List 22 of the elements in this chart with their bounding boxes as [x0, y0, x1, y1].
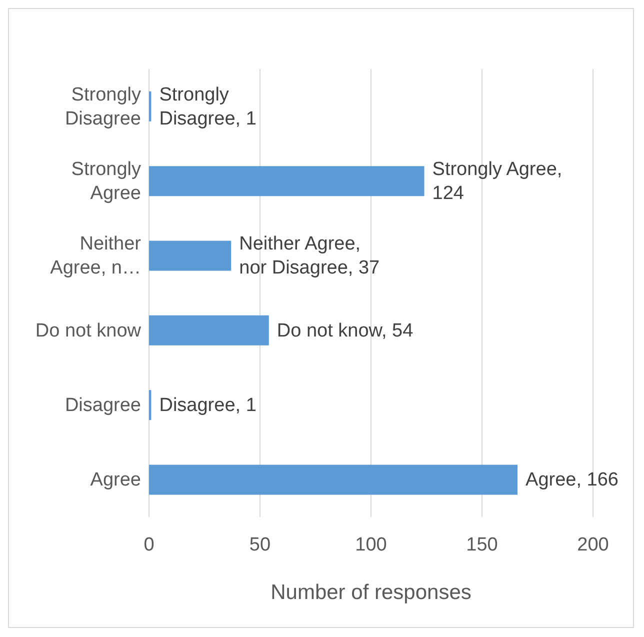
- y-tick-label: Disagree: [64, 394, 141, 416]
- x-tick-label: 200: [577, 534, 609, 556]
- y-tick-label: Do not know: [35, 320, 142, 341]
- y-tick-label: Strongly Disagree: [64, 84, 142, 129]
- data-label: Strongly Agree, 124: [432, 158, 562, 204]
- y-tick-label: Strongly Agree: [71, 158, 142, 204]
- x-tick-label: 0: [144, 534, 154, 556]
- bar: [149, 464, 518, 495]
- data-label: Disagree, 1: [159, 394, 256, 416]
- x-tick-label: 50: [249, 534, 271, 556]
- x-axis-title: Number of responses: [270, 581, 472, 604]
- y-tick-label: Agree: [90, 469, 141, 490]
- bar: [149, 315, 269, 346]
- y-tick-label: Neither Agree, n…: [50, 233, 142, 278]
- x-tick-label: 100: [355, 534, 387, 556]
- x-tick-label: 150: [466, 534, 498, 556]
- data-label: Agree, 166: [526, 469, 618, 490]
- data-label: Strongly Disagree, 1: [159, 84, 256, 129]
- data-label: Neither Agree, nor Disagree, 37: [239, 233, 380, 278]
- bar: [149, 240, 232, 271]
- bar: [149, 166, 424, 196]
- data-label: Do not know, 54: [276, 320, 414, 341]
